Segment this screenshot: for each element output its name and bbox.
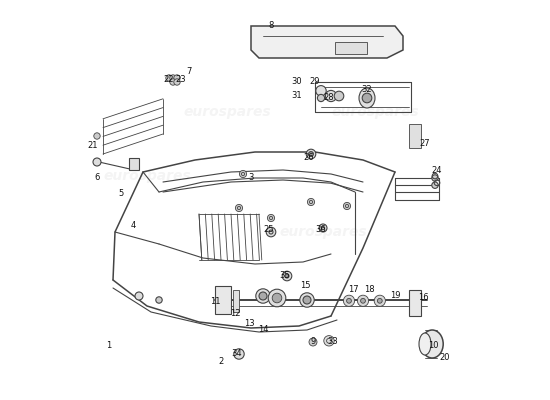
Circle shape — [93, 158, 101, 166]
Text: eurospares: eurospares — [279, 225, 367, 239]
Bar — [409, 124, 421, 148]
Text: 10: 10 — [428, 342, 438, 350]
Circle shape — [358, 295, 368, 306]
Circle shape — [282, 271, 292, 281]
Text: 8: 8 — [268, 22, 274, 30]
Text: 28: 28 — [324, 94, 334, 102]
Text: eurospares: eurospares — [103, 169, 191, 183]
Text: eurospares: eurospares — [183, 105, 271, 119]
Text: 27: 27 — [420, 140, 430, 148]
Text: 2: 2 — [218, 358, 224, 366]
Bar — [233, 290, 239, 312]
Text: 5: 5 — [118, 190, 124, 198]
Circle shape — [362, 93, 372, 103]
Bar — [215, 286, 231, 314]
Ellipse shape — [421, 330, 443, 358]
Text: 30: 30 — [292, 78, 302, 86]
Circle shape — [174, 75, 180, 81]
Text: 21: 21 — [88, 142, 98, 150]
Text: 34: 34 — [232, 350, 243, 358]
Circle shape — [272, 293, 282, 303]
Text: 18: 18 — [364, 286, 375, 294]
Circle shape — [94, 133, 100, 139]
Circle shape — [319, 224, 327, 232]
Text: 32: 32 — [362, 86, 372, 94]
Circle shape — [285, 274, 289, 278]
Circle shape — [239, 170, 246, 178]
Text: 20: 20 — [440, 354, 450, 362]
Circle shape — [309, 152, 313, 156]
Circle shape — [432, 182, 438, 188]
Text: 31: 31 — [292, 92, 302, 100]
Circle shape — [346, 298, 351, 303]
Text: 16: 16 — [417, 294, 428, 302]
Text: 13: 13 — [244, 320, 254, 328]
Text: 26: 26 — [304, 154, 314, 162]
Text: 29: 29 — [310, 78, 320, 86]
Circle shape — [235, 204, 243, 212]
Circle shape — [326, 90, 337, 102]
Text: eurospares: eurospares — [331, 105, 419, 119]
Circle shape — [170, 79, 176, 85]
Circle shape — [174, 79, 180, 85]
Text: 24: 24 — [432, 166, 442, 174]
Circle shape — [432, 175, 438, 181]
Circle shape — [256, 289, 270, 303]
Text: 17: 17 — [348, 286, 358, 294]
Text: 19: 19 — [390, 292, 400, 300]
Text: 3: 3 — [248, 174, 254, 182]
Circle shape — [268, 289, 286, 307]
Text: 12: 12 — [230, 310, 240, 318]
Text: 11: 11 — [210, 298, 220, 306]
Circle shape — [267, 214, 274, 222]
Circle shape — [300, 293, 314, 307]
Text: 1: 1 — [106, 342, 112, 350]
Ellipse shape — [419, 333, 431, 355]
Text: 7: 7 — [186, 68, 192, 76]
Circle shape — [343, 295, 355, 306]
Circle shape — [307, 198, 315, 206]
Text: 6: 6 — [94, 174, 100, 182]
Bar — [409, 290, 421, 316]
Circle shape — [303, 296, 311, 304]
Circle shape — [309, 338, 317, 346]
Text: 15: 15 — [300, 282, 310, 290]
Circle shape — [361, 298, 365, 303]
Bar — [129, 158, 139, 170]
Text: 14: 14 — [258, 326, 268, 334]
Circle shape — [306, 149, 316, 159]
Circle shape — [343, 202, 350, 210]
Bar — [335, 42, 367, 54]
Polygon shape — [251, 26, 403, 58]
Circle shape — [316, 86, 326, 96]
Text: 23: 23 — [175, 76, 186, 84]
Text: 25: 25 — [264, 226, 274, 234]
Circle shape — [377, 298, 382, 303]
Ellipse shape — [359, 88, 375, 108]
Circle shape — [317, 94, 324, 102]
Circle shape — [374, 295, 386, 306]
Circle shape — [166, 75, 172, 81]
Circle shape — [334, 91, 344, 101]
Circle shape — [259, 292, 267, 300]
Text: 9: 9 — [310, 338, 316, 346]
Text: 22: 22 — [164, 76, 174, 84]
Circle shape — [135, 292, 143, 300]
Circle shape — [156, 297, 162, 303]
Text: 36: 36 — [316, 226, 326, 234]
Circle shape — [266, 227, 276, 237]
Circle shape — [170, 75, 176, 81]
Circle shape — [324, 336, 334, 346]
Text: 4: 4 — [130, 222, 136, 230]
Circle shape — [234, 349, 244, 359]
Text: 35: 35 — [280, 272, 290, 280]
Text: 33: 33 — [328, 338, 338, 346]
